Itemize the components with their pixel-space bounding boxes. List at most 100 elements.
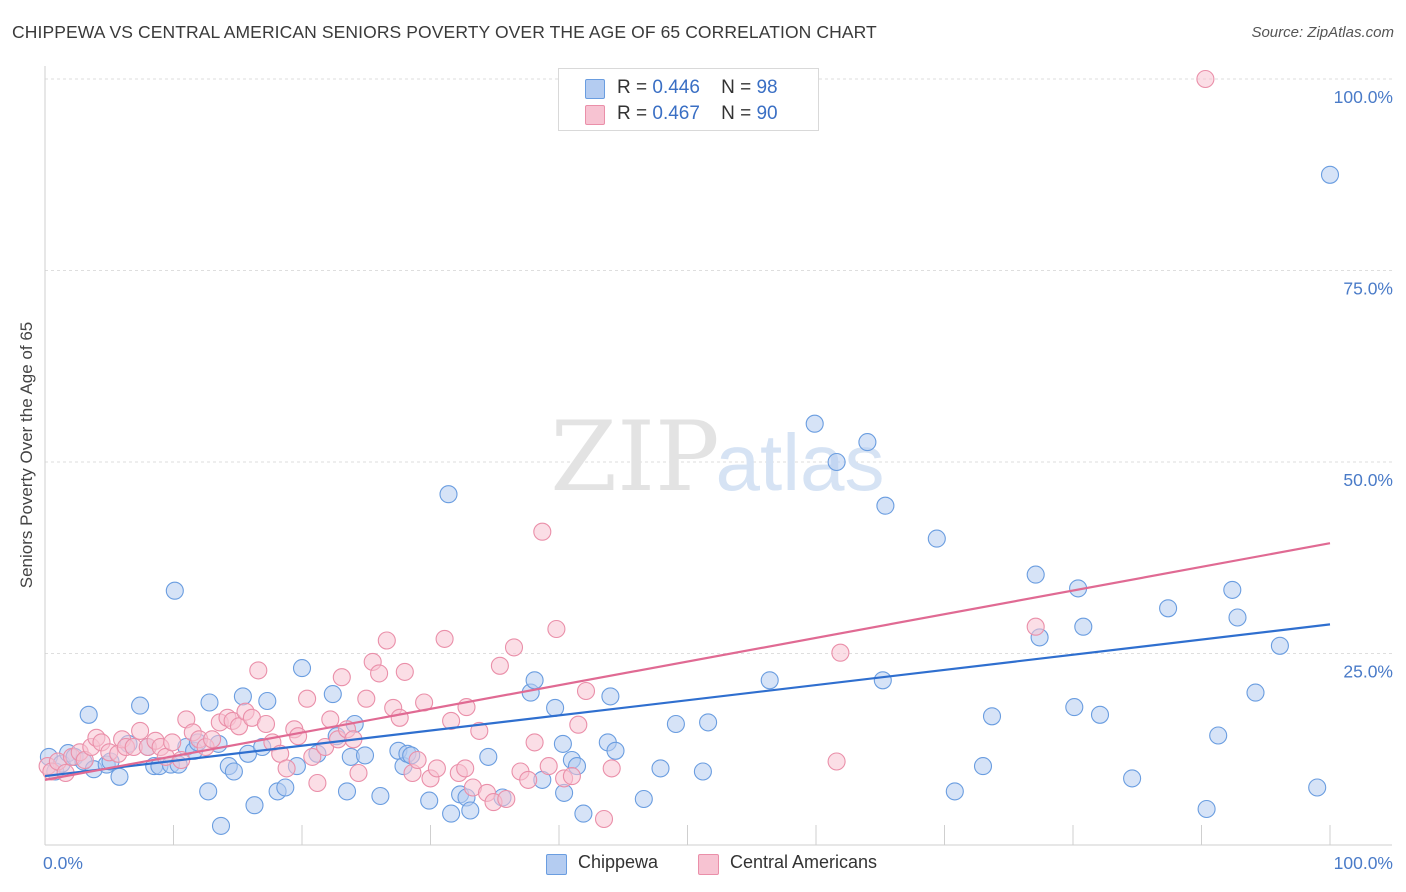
point-chippewa bbox=[245, 796, 264, 815]
source-label: Source: ZipAtlas.com bbox=[1251, 24, 1394, 41]
x-tick-label: 0.0% bbox=[43, 853, 83, 873]
point-central-americans bbox=[470, 721, 489, 740]
point-chippewa bbox=[601, 687, 620, 706]
point-chippewa bbox=[323, 685, 342, 704]
point-chippewa bbox=[1090, 705, 1110, 724]
point-chippewa bbox=[546, 698, 565, 717]
legend-swatch-chippewa bbox=[585, 79, 605, 99]
point-chippewa bbox=[760, 671, 779, 690]
point-chippewa bbox=[1270, 636, 1289, 655]
legend-r-value: 0.467 bbox=[652, 103, 700, 124]
y-tick-label: 75.0% bbox=[1343, 279, 1393, 299]
data-points bbox=[38, 69, 1340, 835]
point-chippewa bbox=[827, 452, 846, 472]
point-chippewa bbox=[439, 485, 458, 504]
point-central-americans bbox=[249, 661, 268, 680]
legend-n-label: N = bbox=[721, 103, 752, 124]
point-chippewa bbox=[666, 714, 685, 734]
point-central-americans bbox=[539, 757, 558, 776]
point-central-americans bbox=[827, 752, 846, 771]
trend-line-central-americans bbox=[44, 542, 1331, 781]
point-chippewa bbox=[79, 705, 98, 724]
point-central-americans bbox=[390, 708, 409, 727]
tick-labels: 25.0% 50.0% 75.0% 100.0% 0.0% 100.0% bbox=[43, 87, 1393, 873]
y-tick-label: 25.0% bbox=[1343, 662, 1393, 682]
point-chippewa bbox=[553, 734, 572, 753]
legend-n-value: 98 bbox=[756, 77, 778, 98]
x-tick-label: 100.0% bbox=[1334, 853, 1393, 873]
legend-n-label: N = bbox=[721, 77, 752, 98]
chart-title: CHIPPEWA VS CENTRAL AMERICAN SENIORS POV… bbox=[12, 22, 877, 42]
point-central-americans bbox=[377, 631, 396, 650]
point-chippewa bbox=[1320, 165, 1340, 184]
point-central-americans bbox=[370, 664, 389, 683]
point-chippewa bbox=[873, 671, 892, 690]
point-chippewa bbox=[1246, 683, 1265, 702]
point-chippewa bbox=[258, 691, 277, 711]
point-chippewa bbox=[442, 804, 461, 823]
point-central-americans bbox=[408, 750, 427, 770]
point-central-americans bbox=[831, 643, 850, 662]
legend-r-label: R = bbox=[617, 103, 648, 124]
point-central-americans bbox=[289, 727, 308, 746]
point-central-americans bbox=[519, 770, 538, 789]
point-central-americans bbox=[569, 715, 588, 734]
point-chippewa bbox=[982, 707, 1002, 726]
point-chippewa bbox=[858, 433, 877, 452]
point-chippewa bbox=[337, 782, 357, 801]
legend-n-value: 90 bbox=[756, 103, 778, 124]
point-chippewa bbox=[233, 687, 252, 706]
bottom-legend-swatch-central-americans bbox=[698, 854, 719, 875]
point-chippewa bbox=[1228, 608, 1247, 627]
point-chippewa bbox=[110, 767, 129, 786]
trend-lines bbox=[44, 542, 1331, 781]
point-central-americans bbox=[357, 689, 376, 708]
point-chippewa bbox=[1026, 565, 1045, 584]
point-central-americans bbox=[576, 681, 596, 701]
legend-swatch-central-americans bbox=[585, 105, 605, 125]
point-chippewa bbox=[211, 816, 231, 835]
trend-line-chippewa bbox=[44, 623, 1331, 778]
bottom-legend-label-central-americans: Central Americans bbox=[730, 852, 878, 872]
watermark-atlas: atlas bbox=[716, 418, 885, 507]
point-chippewa bbox=[371, 786, 390, 806]
point-chippewa bbox=[224, 762, 243, 781]
point-chippewa bbox=[1074, 617, 1093, 636]
y-axis-label: Seniors Poverty Over the Age of 65 bbox=[17, 321, 36, 589]
point-chippewa bbox=[927, 529, 946, 548]
point-chippewa bbox=[1223, 580, 1242, 599]
point-chippewa bbox=[1159, 599, 1178, 618]
point-central-americans bbox=[427, 759, 446, 778]
legend-r-label: R = bbox=[617, 77, 648, 98]
point-central-americans bbox=[533, 522, 552, 541]
point-chippewa bbox=[131, 696, 150, 715]
point-central-americans bbox=[203, 730, 222, 749]
legend: R = 0.446 N = 98 R = 0.467 N = 90 bbox=[558, 68, 819, 131]
point-central-americans bbox=[332, 668, 351, 687]
point-chippewa bbox=[199, 782, 218, 801]
point-chippewa bbox=[945, 782, 964, 801]
point-central-americans bbox=[1026, 617, 1045, 636]
point-chippewa bbox=[276, 778, 295, 797]
point-central-americans bbox=[435, 629, 454, 648]
point-central-americans bbox=[349, 763, 368, 783]
bottom-legend-label-chippewa: Chippewa bbox=[578, 852, 659, 872]
axes bbox=[44, 66, 1392, 846]
point-central-americans bbox=[395, 662, 414, 681]
point-chippewa bbox=[525, 671, 544, 690]
point-central-americans bbox=[497, 789, 516, 809]
point-central-americans bbox=[456, 759, 475, 778]
point-chippewa bbox=[461, 801, 480, 820]
point-central-americans bbox=[308, 773, 327, 793]
point-chippewa bbox=[805, 414, 824, 433]
point-central-americans bbox=[490, 656, 509, 675]
point-chippewa bbox=[693, 762, 712, 781]
point-chippewa bbox=[355, 746, 375, 765]
point-central-americans bbox=[256, 714, 276, 734]
point-chippewa bbox=[165, 581, 184, 600]
point-chippewa bbox=[1209, 726, 1228, 745]
point-chippewa bbox=[876, 496, 895, 515]
point-central-americans bbox=[562, 767, 581, 786]
point-chippewa bbox=[651, 759, 670, 778]
